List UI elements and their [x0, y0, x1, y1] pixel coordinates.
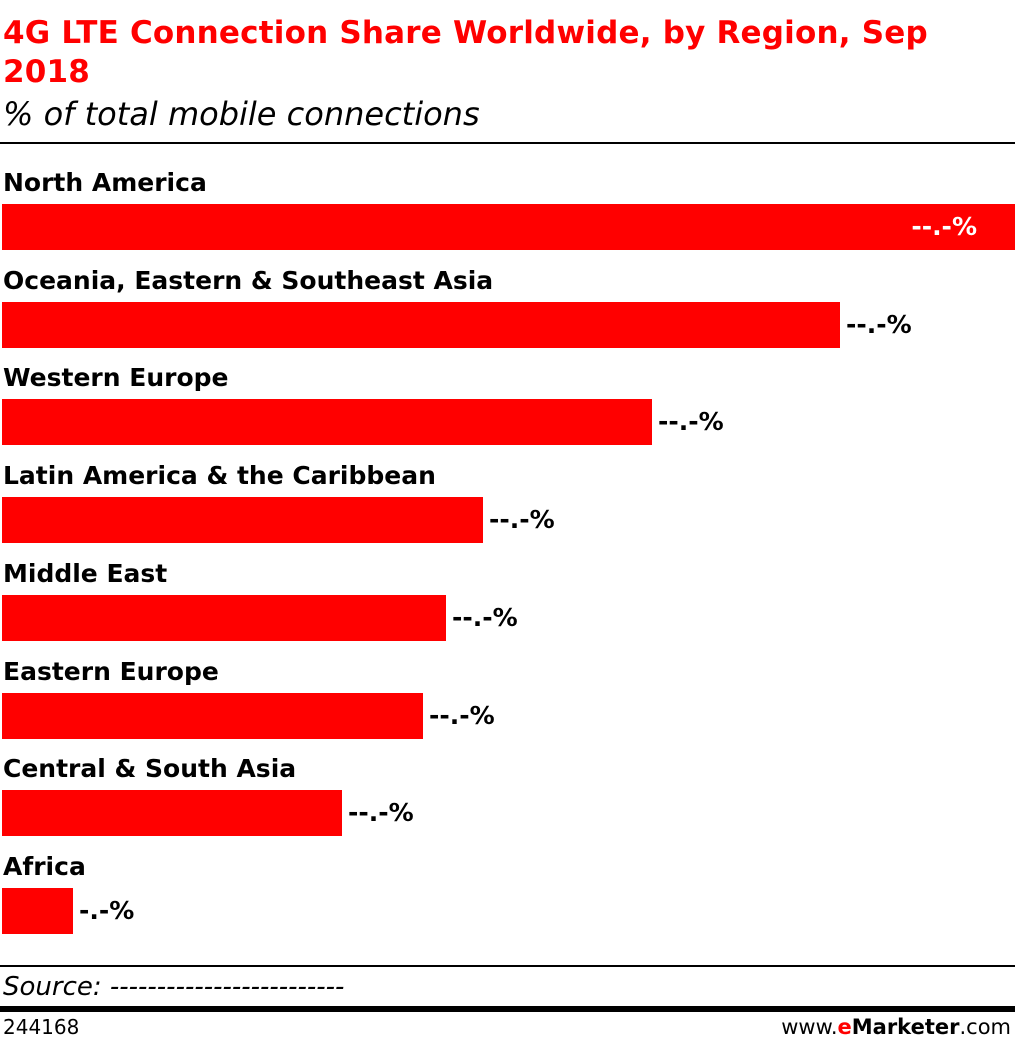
bar [2, 497, 483, 544]
value-label: --.-% [846, 309, 912, 339]
brand-name: Marketer [851, 1015, 960, 1039]
category-label: Eastern Europe [3, 656, 219, 686]
value-label: --.-% [489, 505, 555, 535]
brand-e: e [837, 1015, 852, 1039]
category-label: Middle East [3, 558, 168, 588]
bar [2, 887, 73, 934]
value-label: --.-% [452, 602, 518, 632]
bar [2, 692, 423, 739]
top-divider [0, 142, 1015, 144]
bar [2, 204, 1015, 250]
value-label: --.-% [911, 212, 977, 241]
value-label: --.-% [348, 798, 414, 828]
chart-id: 244168 [3, 1015, 80, 1039]
bar [2, 594, 446, 641]
source-note: Source: ------------------------- [3, 972, 345, 1002]
brand-prefix: www. [781, 1015, 838, 1039]
category-label: Oceania, Eastern & Southeast Asia [3, 265, 494, 295]
category-label: North America [3, 168, 207, 197]
chart-title: 4G LTE Connection Share Worldwide, by Re… [3, 15, 928, 90]
category-label: Latin America & the Caribbean [3, 461, 436, 491]
category-label: Africa [3, 851, 86, 881]
footer-divider [0, 1006, 1015, 1012]
brand-suffix: .com [959, 1015, 1011, 1039]
brand-link[interactable]: www.eMarketer.com [781, 1014, 1011, 1040]
chart-subtitle: % of total mobile connections [3, 95, 480, 133]
bar-chart: North America --.-% Oceania, Eastern & Sou… [0, 144, 1015, 964]
category-label: Central & South Asia [3, 754, 297, 784]
value-label: --.-% [658, 407, 724, 437]
bottom-divider [0, 965, 1015, 967]
bar [2, 790, 342, 837]
value-label: -.-% [79, 895, 135, 925]
bar [2, 301, 840, 348]
category-label: Western Europe [3, 363, 229, 393]
value-label: --.-% [429, 700, 495, 730]
bar [2, 399, 652, 446]
